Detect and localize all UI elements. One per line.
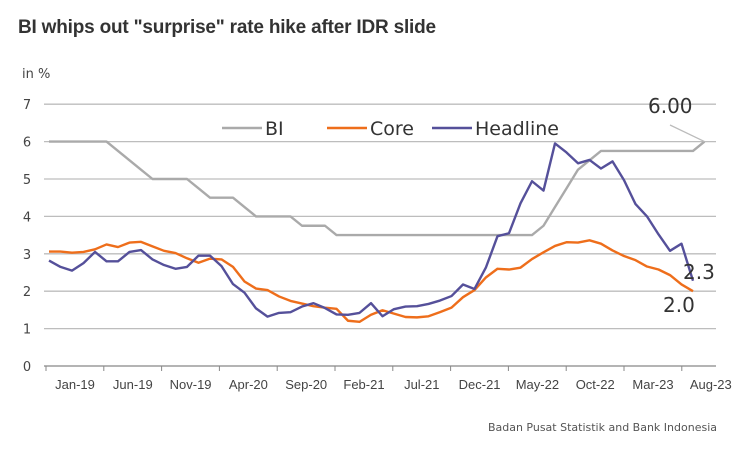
legend-label-core: Core <box>370 118 414 140</box>
series-line-core <box>49 239 694 324</box>
chart-title: BI whips out "surprise" rate hike after … <box>18 17 436 38</box>
x-tick-label: Feb-21 <box>343 377 384 392</box>
annotation-leader-line <box>669 124 705 143</box>
source-note: Badan Pusat Statistik and Bank Indonesia <box>487 421 717 434</box>
y-tick-label: 7 <box>23 98 31 113</box>
y-tick-label: 5 <box>23 173 31 188</box>
x-tick-label: Aug-23 <box>690 377 732 392</box>
x-tick-label: Jul-21 <box>404 377 439 392</box>
x-tick-label: Jun-19 <box>113 377 153 392</box>
y-tick-label: 2 <box>23 285 31 300</box>
x-tick-label: Apr-20 <box>229 377 268 392</box>
y-tick-label: 4 <box>23 210 31 225</box>
x-tick-label: Jan-19 <box>55 377 95 392</box>
legend-label-headline: Headline <box>475 118 559 140</box>
annotation-core-last: 2.0 <box>663 293 695 317</box>
series-line-bi <box>49 140 706 237</box>
annotation-headline-last: 2.3 <box>683 260 715 284</box>
y-tick-label: 1 <box>23 323 31 338</box>
x-tick-label: Dec-21 <box>459 377 501 392</box>
x-tick-label: Nov-19 <box>170 377 212 392</box>
x-tick-label: Sep-20 <box>285 377 327 392</box>
y-tick-label: 0 <box>23 360 31 375</box>
series-line-headline <box>48 142 695 318</box>
x-tick-label: Oct-22 <box>576 377 615 392</box>
y-tick-label: 3 <box>23 248 31 263</box>
y-tick-label: 6 <box>23 136 31 151</box>
annotation-bi-last: 6.00 <box>648 94 693 118</box>
x-tick-label: May-22 <box>516 377 559 392</box>
x-tick-label: Mar-23 <box>632 377 673 392</box>
y-axis-label: in % <box>22 67 50 82</box>
legend-label-bi: BI <box>265 118 284 140</box>
